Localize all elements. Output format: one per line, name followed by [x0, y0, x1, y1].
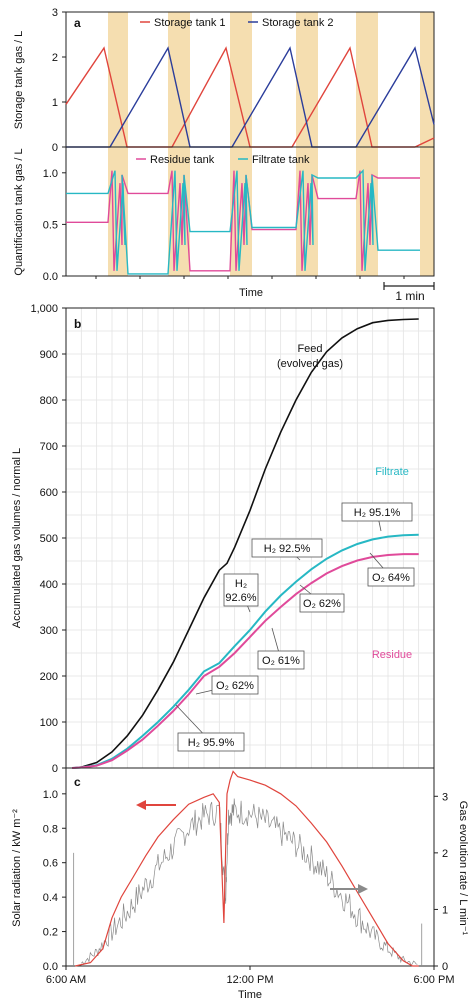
series-label-feed-sub: (evolved gas): [277, 358, 343, 370]
series-label-feed: Feed: [297, 343, 322, 355]
y-tick-label: 600: [40, 487, 58, 499]
arrow-head: [358, 884, 368, 894]
x-tick-label: 12:00 PM: [226, 974, 273, 986]
series-line-solar-radiation: [75, 770, 419, 967]
y-tick-label: 700: [40, 441, 58, 453]
y-tick-label: 300: [40, 625, 58, 637]
annotation-text: H₂ 95.9%: [188, 737, 235, 749]
panel-b: 0 100 200 300 400 500 600 700 800 900 1,000 Accumul…: [11, 303, 435, 775]
series-line-storage-tank-2: [66, 46, 435, 148]
series-line-filtrate: [72, 533, 419, 769]
y-tick-label: 800: [40, 395, 58, 407]
annotation-box: [299, 593, 345, 613]
annotation-box: [341, 502, 413, 522]
y-tick-label-left: 0.0: [43, 961, 58, 973]
x-tick-label: 6:00 PM: [414, 974, 455, 986]
panel-a-lower: 0.0 0.5 1.0 Quantification tank gas / L Time…: [13, 146, 435, 303]
scale-bar-label: 1 min: [395, 289, 424, 303]
series-line-gas-evolution-rate: [81, 798, 418, 967]
annotation-text: O₂ 62%: [216, 680, 254, 692]
y-tick-label-left: 0.8: [43, 823, 58, 835]
y-tick-label-left: 0.6: [43, 858, 58, 870]
y-tick-label: 0: [52, 763, 58, 775]
legend-label: Filtrate tank: [252, 154, 310, 166]
y-tick-label-right: 2: [442, 848, 448, 860]
y-tick-label: 1,000: [30, 303, 58, 315]
x-axis-label: Time: [238, 989, 262, 1001]
y-tick-label: 500: [40, 533, 58, 545]
annotation-box: [257, 650, 305, 670]
annotation-text: O₂ 62%: [303, 598, 341, 610]
plot-frame: [65, 767, 435, 967]
annotation-box: [251, 538, 323, 558]
panel-label: c: [74, 775, 81, 789]
annotation-text: H₂ 92.5%: [264, 543, 311, 555]
series-label-filtrate: Filtrate: [375, 466, 409, 478]
annotation-text: H₂ 95.1%: [354, 507, 401, 519]
annotation-box: [223, 573, 259, 607]
y-tick-label-left: 1.0: [43, 789, 58, 801]
y-tick-label: 2: [52, 52, 58, 64]
y-tick-label: 1: [52, 97, 58, 109]
panel-label: a: [74, 16, 81, 30]
y-tick-label-right: 3: [442, 791, 448, 803]
annotation-text: O₂ 61%: [262, 655, 300, 667]
legend-label: Storage tank 1: [154, 17, 226, 29]
y-tick-label-left: 0.2: [43, 927, 58, 939]
annotation-text: H₂: [235, 578, 247, 590]
y-tick-label: 200: [40, 671, 58, 683]
panel-c: 0.0 0.2 0.4 0.6 0.8 1.0 0 1 2 3 6:00 AM 12:00 PM 6:0…: [11, 767, 468, 1001]
annotation-text: O₂ 64%: [372, 572, 410, 584]
y-axis-label-right: Gas evolution rate / L min⁻¹: [457, 801, 468, 936]
highlight-band: [420, 12, 434, 276]
y-tick-label-right: 1: [442, 904, 448, 916]
y-tick-label-right: 0: [442, 961, 448, 973]
y-tick-label: 400: [40, 579, 58, 591]
y-tick-label: 0.0: [43, 271, 58, 283]
y-axis-label-left: Solar radiation / kW m⁻²: [11, 809, 23, 927]
y-axis-label: Quantification tank gas / L: [13, 148, 25, 275]
y-tick-label: 100: [40, 717, 58, 729]
annotation-text: 92.6%: [225, 592, 256, 604]
series-line-feed: [72, 318, 419, 769]
y-tick-label: 1.0: [43, 168, 58, 180]
series-line-filtrate-tank: [66, 168, 420, 275]
y-tick-label-left: 0.4: [43, 892, 58, 904]
series-line-residue: [72, 553, 419, 769]
y-tick-label: 3: [52, 7, 58, 19]
y-tick-label: 0: [52, 142, 58, 154]
y-axis-label: Storage tank gas / L: [13, 31, 25, 129]
y-tick-label: 900: [40, 349, 58, 361]
annotation-box: [211, 675, 259, 695]
x-tick-label: 6:00 AM: [46, 974, 86, 986]
series-label-residue: Residue: [372, 649, 412, 661]
annotation-box: [367, 567, 415, 587]
legend-label: Residue tank: [150, 154, 215, 166]
annotation-box: [177, 732, 245, 752]
legend-label: Storage tank 2: [262, 17, 334, 29]
y-axis-label: Accumulated gas volumes / normal L: [11, 448, 23, 628]
panel-label: b: [74, 317, 81, 331]
x-axis-label: Time: [239, 287, 263, 299]
y-tick-label: 0.5: [43, 219, 58, 231]
arrow-head: [136, 800, 146, 810]
